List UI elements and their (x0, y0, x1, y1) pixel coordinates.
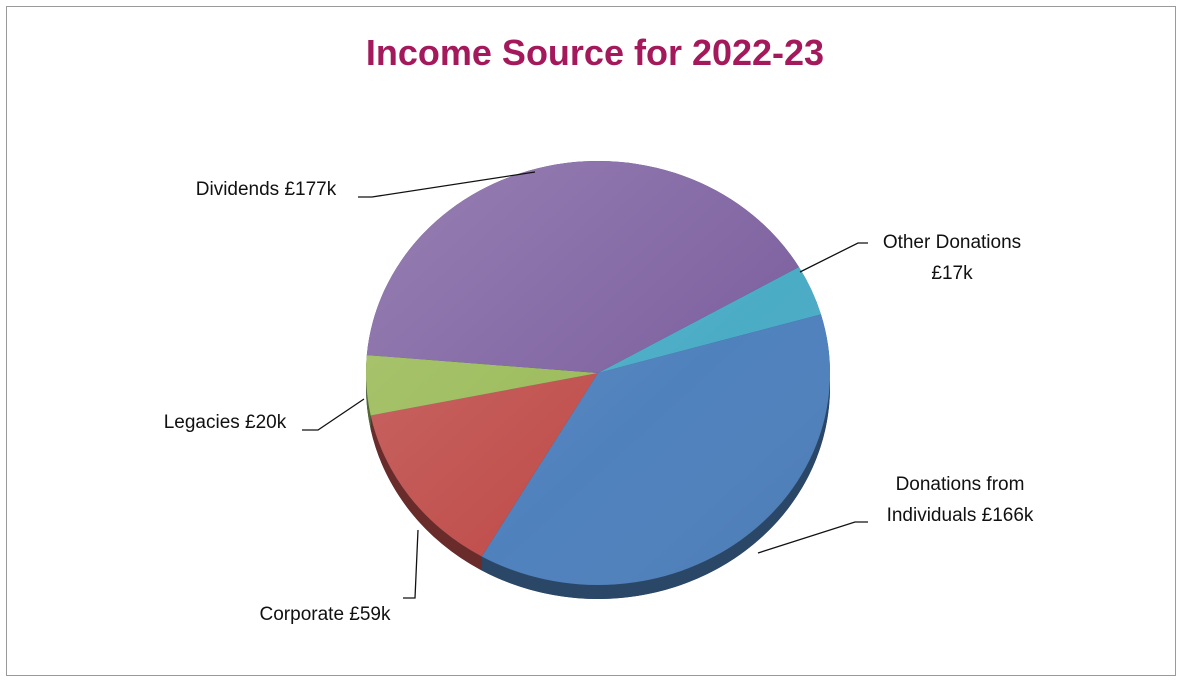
slice-label: Dividends £177k (196, 179, 337, 200)
slice-label-line: Other Donations (883, 232, 1021, 253)
slice-label-line: Donations from (896, 474, 1025, 495)
chart-title: Income Source for 2022-23 (365, 32, 825, 73)
slice-labels: Other Donations £17k Donations from Individ… (164, 179, 1034, 625)
leader-line (757, 521, 868, 554)
slice-label-line: Dividends £177k (196, 179, 337, 200)
leader-line (403, 529, 419, 599)
leader-line (302, 398, 365, 431)
leader-line (799, 242, 868, 273)
leader-lines (302, 171, 868, 599)
slice-label-line: £17k (931, 263, 973, 284)
slice-label: Legacies £20k (164, 412, 287, 433)
slice-label-line: Legacies £20k (164, 412, 287, 433)
slice-label-line: Corporate £59k (260, 604, 391, 625)
slice-label: Other Donations £17k (883, 232, 1021, 284)
slice-label: Corporate £59k (260, 604, 391, 625)
slice-label-line: Individuals £166k (887, 505, 1034, 526)
slice-label: Donations from Individuals £166k (887, 474, 1034, 526)
pie-slices (365, 161, 830, 585)
leader-line (358, 171, 536, 198)
